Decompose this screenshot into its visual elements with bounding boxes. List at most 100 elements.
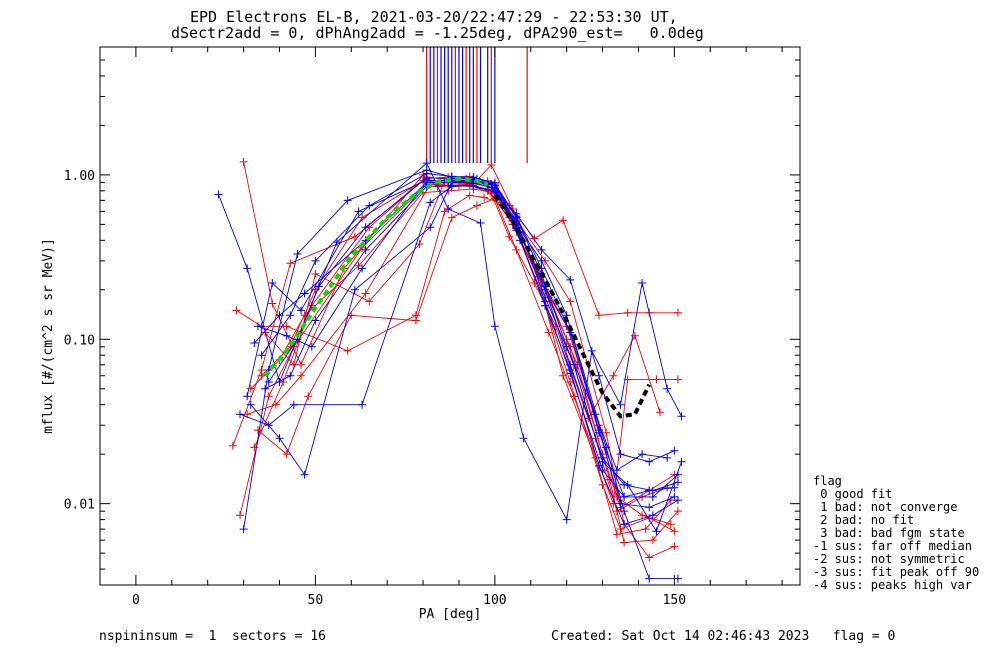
data-point-marker (594, 461, 603, 470)
data-point-marker (243, 264, 252, 273)
series-line (261, 175, 668, 512)
fit-curve-black (493, 194, 652, 419)
data-point-marker (566, 275, 575, 284)
data-point-marker (286, 371, 295, 380)
legend-item: 1 bad: not converge (813, 500, 958, 514)
data-point-marker (537, 256, 546, 265)
data-point-marker (505, 232, 514, 241)
data-point-marker (616, 499, 625, 508)
plot-frame (99, 46, 801, 586)
data-point-marker (297, 306, 306, 315)
data-point-marker (620, 538, 629, 547)
data-point-marker (490, 180, 499, 189)
data-point-marker (297, 371, 306, 380)
data-point-marker (620, 507, 629, 516)
data-point-marker (257, 371, 266, 380)
data-point-marker (282, 331, 291, 340)
data-point-marker (264, 377, 273, 386)
data-point-marker (286, 259, 295, 268)
data-point-marker (490, 322, 499, 331)
data-point-marker (594, 428, 603, 437)
data-point-marker (638, 278, 647, 287)
data-point-marker (361, 289, 370, 298)
data-point-marker (214, 190, 223, 199)
legend-item: -1 sus: far off median (813, 539, 972, 553)
data-point-marker (566, 297, 575, 306)
legend-item: -2 sus: not symmetric (813, 552, 965, 566)
data-point-marker (293, 250, 302, 259)
data-point-marker (645, 553, 654, 562)
data-point-marker (480, 193, 489, 202)
data-point-marker (261, 384, 270, 393)
data-point-marker (620, 520, 629, 529)
x-tick-label: 50 (308, 593, 324, 608)
data-point-marker (246, 384, 255, 393)
data-point-marker (559, 216, 568, 225)
data-point-marker (300, 289, 309, 298)
data-point-marker (673, 507, 682, 516)
legend-item: 0 good fit (813, 487, 893, 501)
data-point-marker (236, 511, 244, 520)
data-point-marker (307, 342, 316, 351)
data-point-marker (598, 466, 607, 475)
data-point-marker (648, 511, 657, 520)
data-point-marker (415, 239, 424, 248)
data-point-marker (358, 264, 367, 273)
data-point-marker (594, 371, 603, 380)
data-point-marker (304, 392, 313, 401)
data-point-marker (638, 450, 647, 459)
data-point-marker (673, 574, 682, 583)
data-point-marker (616, 450, 625, 459)
data-point-marker (343, 196, 352, 205)
data-point-marker (598, 480, 607, 489)
data-point-marker (447, 213, 456, 222)
legend-item: -4 sus: peaks high var (813, 578, 972, 592)
data-point-marker (447, 172, 456, 181)
data-point-marker (673, 496, 682, 505)
data-point-marker (239, 157, 248, 166)
data-point-marker (487, 160, 496, 169)
data-point-marker (361, 245, 370, 254)
data-point-marker (236, 410, 244, 419)
data-point-marker (275, 311, 284, 320)
data-point-marker (652, 527, 661, 536)
data-point-marker (512, 212, 521, 221)
legend-item: -3 sus: fit peak off 90 (813, 565, 980, 579)
data-point-marker (673, 375, 682, 384)
data-point-marker (623, 308, 632, 317)
series-line (257, 179, 668, 471)
y-tick-label: 1.00 (64, 169, 95, 184)
data-point-marker (314, 282, 323, 291)
y-tick-label: 0.01 (64, 498, 95, 513)
data-point-marker (300, 470, 309, 479)
data-point-marker (476, 218, 485, 227)
data-point-marker (656, 408, 664, 417)
data-point-marker (663, 483, 672, 492)
data-point-marker (257, 351, 266, 360)
data-point-marker (670, 527, 679, 536)
data-point-marker (670, 446, 679, 455)
data-point-marker (268, 299, 277, 308)
data-point-marker (243, 392, 252, 401)
data-point-marker (286, 311, 295, 320)
data-point-marker (663, 384, 672, 393)
data-point-marker (530, 234, 539, 243)
x-tick-label: 100 (483, 593, 506, 608)
data-point-marker (246, 400, 255, 409)
data-point-marker (365, 297, 374, 306)
data-point-marker (602, 428, 611, 437)
data-point-marker (645, 574, 654, 583)
data-point-marker (598, 453, 607, 462)
series-line (243, 169, 678, 580)
data-point-marker (465, 191, 474, 200)
data-point-marker (541, 285, 550, 294)
chart-title-line1: EPD Electrons EL-B, 2021-03-20/22:47:29 … (190, 8, 678, 26)
data-point-marker (253, 322, 262, 331)
data-point-marker (275, 377, 284, 386)
legend-item: 2 bad: no fit (813, 513, 915, 527)
series-line (261, 173, 675, 498)
data-point-marker (282, 322, 291, 331)
data-point-marker (365, 201, 374, 210)
data-point-marker (426, 223, 435, 232)
legend-item: 3 bad: bad fgm state (813, 526, 965, 540)
